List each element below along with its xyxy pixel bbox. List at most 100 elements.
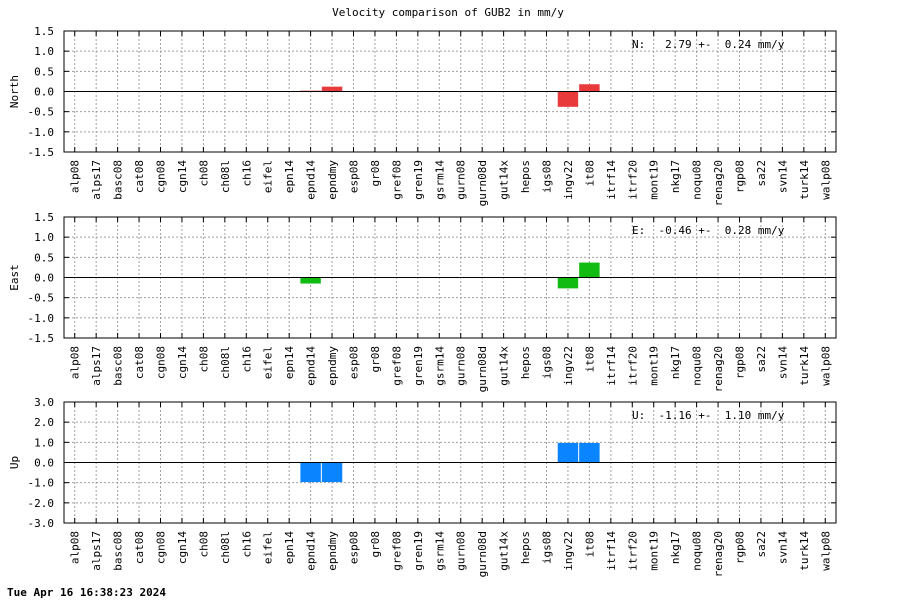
x-tick-label: renag20 (712, 346, 725, 392)
x-tick-label: mont19 (648, 346, 661, 386)
x-tick-label: alps17 (90, 346, 103, 386)
x-tick-label: gurn08d (476, 346, 489, 392)
y-tick-label: 1.5 (34, 25, 54, 38)
bar-it08 (579, 262, 600, 278)
x-tick-label: itrf14 (605, 346, 618, 386)
chart-title: Velocity comparison of GUB2 in mm/y (332, 6, 564, 19)
x-tick-label: igs08 (541, 160, 554, 193)
x-tick-label: epndmy (326, 346, 339, 386)
plot-frame (63, 401, 837, 524)
x-tick-label: noqu08 (691, 531, 704, 571)
y-tick-label: 1.0 (34, 231, 54, 244)
y-tick-label: -1.0 (28, 477, 55, 490)
x-tick-label: itrf14 (605, 531, 618, 571)
x-tick-label: sa22 (755, 160, 768, 187)
bar-epndmy (321, 462, 343, 483)
y-tick-label: 2.0 (34, 416, 54, 429)
y-tick-label: -2.0 (28, 497, 55, 510)
x-tick-label: ch16 (240, 346, 253, 373)
x-tick-label: cgn08 (155, 346, 168, 379)
x-tick-label: cgn08 (155, 160, 168, 193)
x-tick-label: noqu08 (691, 160, 704, 200)
panel-up: 3.0 2.0 1.0 0.0 -1.0 -2.0 -3.0 alp08 alps17 basc0… (8, 396, 837, 577)
x-tick-label: mont19 (648, 531, 661, 571)
panel-east: 1.5 1.0 0.5 0.0 -0.5 -1.0 -1.5 alp08 alps17 basc0… (8, 211, 837, 392)
x-tick-label: cat08 (133, 160, 146, 193)
x-tick-label: renag20 (712, 160, 725, 206)
x-tick-label: eifel (262, 160, 275, 193)
x-tick-label: ingv22 (562, 160, 575, 200)
x-tick-label: noqu08 (691, 346, 704, 386)
y-tick-label: -1.0 (28, 126, 55, 139)
x-tick-label: alp08 (69, 346, 82, 379)
y-tick-label: 1.0 (34, 436, 54, 449)
x-tick-label: gref08 (390, 346, 403, 386)
x-tick-label: gr08 (369, 160, 382, 187)
x-tick-label: hepos (519, 531, 532, 564)
x-tick-label: gsrm14 (433, 346, 446, 386)
x-tick-label: gsrm14 (433, 160, 446, 200)
x-tick-label: epn14 (283, 160, 296, 193)
x-tick-label: nkg17 (669, 160, 682, 193)
x-tick-label: cat08 (133, 346, 146, 379)
x-tick-label: sa22 (755, 531, 768, 558)
x-tick-label: gut14x (498, 531, 511, 571)
x-tick-label: gurn08 (455, 160, 468, 200)
x-tick-label: esp08 (348, 531, 361, 564)
y-tick-label: -0.5 (28, 292, 55, 305)
y-tick-label: 1.5 (34, 211, 54, 224)
bar-it08 (579, 84, 600, 92)
x-tick-label: esp08 (348, 346, 361, 379)
x-tick-label: eifel (262, 346, 275, 379)
x-tick-label: ch08 (197, 160, 210, 187)
panel-annotation: U: -1.16 +- 1.10 mm/y (632, 409, 785, 422)
x-tick-label: ch08 (197, 531, 210, 558)
x-tick-label: epnd14 (305, 160, 318, 200)
x-tick-label: ingv22 (562, 531, 575, 571)
x-tick-label: walp08 (819, 346, 832, 386)
x-tick-label: alp08 (69, 160, 82, 193)
bar-ingv22 (557, 91, 579, 107)
x-tick-label: basc08 (112, 346, 125, 386)
panel-north: 1.5 1.0 0.5 0.0 -0.5 -1.0 -1.5 alp08 alps17 basc0… (8, 25, 837, 206)
timestamp: Tue Apr 16 16:38:23 2024 (7, 586, 166, 599)
plot-frame (63, 30, 837, 153)
x-tick-label: basc08 (112, 531, 125, 571)
y-tick-label: -0.5 (28, 106, 55, 119)
x-tick-label: ch16 (240, 531, 253, 558)
bar-epnd14 (300, 277, 321, 284)
x-tick-label: igs08 (541, 531, 554, 564)
x-tick-label: gurn08 (455, 346, 468, 386)
bar-epndmy (321, 86, 343, 92)
y-axis-label: East (8, 264, 21, 291)
y-tick-label: 1.0 (34, 45, 54, 58)
bar-ingv22 (557, 442, 579, 463)
x-tick-label: walp08 (819, 160, 832, 200)
x-tick-label: rgp08 (734, 160, 747, 193)
x-tick-label: walp08 (819, 531, 832, 571)
x-tick-label: eifel (262, 531, 275, 564)
x-tick-label: gr08 (369, 346, 382, 373)
x-tick-label: ch08l (219, 160, 232, 193)
x-tick-label: nkg17 (669, 531, 682, 564)
x-tick-label: itrf20 (626, 346, 639, 386)
x-tick-label: svn14 (776, 531, 789, 564)
x-tick-label: svn14 (776, 346, 789, 379)
y-axis-label: North (8, 75, 21, 108)
x-tick-label: ch16 (240, 160, 253, 187)
x-tick-label: epn14 (283, 531, 296, 564)
x-tick-label: epnd14 (305, 531, 318, 571)
x-tick-label: gref08 (390, 160, 403, 200)
x-tick-label: turk14 (798, 346, 811, 386)
y-tick-label: 0.5 (34, 65, 54, 78)
x-tick-label: alps17 (90, 531, 103, 571)
x-tick-label: epndmy (326, 531, 339, 571)
x-tick-label: gurn08d (476, 160, 489, 206)
x-tick-label: sa22 (755, 346, 768, 373)
x-tick-label: mont19 (648, 160, 661, 200)
y-tick-label: 3.0 (34, 396, 54, 409)
x-tick-label: cgn08 (155, 531, 168, 564)
x-tick-label: it08 (583, 160, 596, 187)
x-tick-label: itrf20 (626, 531, 639, 571)
x-tick-label: igs08 (541, 346, 554, 379)
